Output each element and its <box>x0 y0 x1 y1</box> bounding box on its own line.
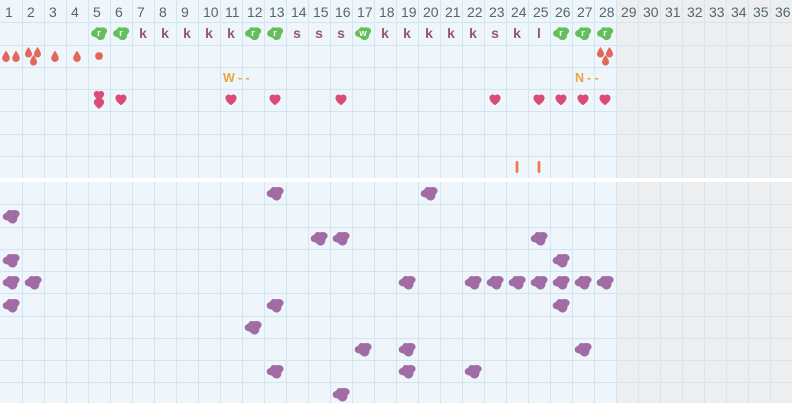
svg-text:r: r <box>97 28 101 39</box>
svg-text:r: r <box>251 28 255 39</box>
svg-text:r: r <box>603 28 607 39</box>
svg-text:r: r <box>581 28 585 39</box>
svg-text:r: r <box>273 28 277 39</box>
svg-text:r: r <box>559 28 563 39</box>
svg-text:w: w <box>358 28 367 39</box>
svg-text:r: r <box>119 28 123 39</box>
